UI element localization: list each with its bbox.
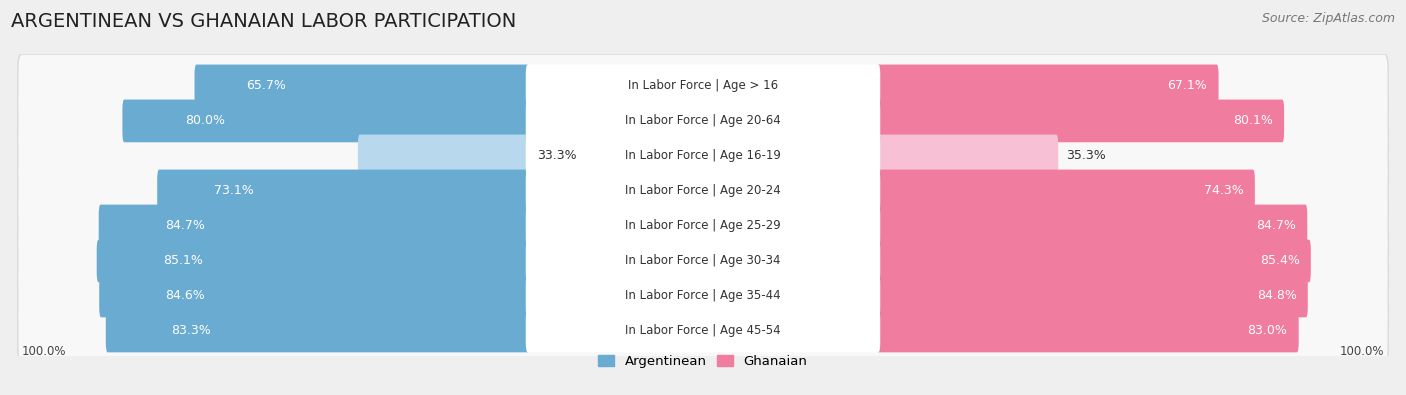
Legend: Argentinean, Ghanaian: Argentinean, Ghanaian: [593, 350, 813, 374]
FancyBboxPatch shape: [876, 135, 1059, 177]
Text: 74.3%: 74.3%: [1204, 184, 1243, 198]
Text: In Labor Force | Age 20-64: In Labor Force | Age 20-64: [626, 115, 780, 128]
FancyBboxPatch shape: [876, 64, 1219, 107]
FancyBboxPatch shape: [876, 275, 1308, 317]
FancyBboxPatch shape: [526, 135, 880, 177]
FancyBboxPatch shape: [876, 205, 1308, 247]
Text: 83.3%: 83.3%: [170, 324, 211, 337]
Text: 84.6%: 84.6%: [165, 290, 205, 303]
Text: Source: ZipAtlas.com: Source: ZipAtlas.com: [1261, 12, 1395, 25]
Text: 33.3%: 33.3%: [537, 149, 576, 162]
FancyBboxPatch shape: [17, 89, 1389, 153]
FancyBboxPatch shape: [526, 240, 880, 282]
FancyBboxPatch shape: [17, 264, 1389, 328]
Text: 84.7%: 84.7%: [1256, 220, 1296, 233]
Text: In Labor Force | Age 45-54: In Labor Force | Age 45-54: [626, 324, 780, 337]
Text: In Labor Force | Age 20-24: In Labor Force | Age 20-24: [626, 184, 780, 198]
FancyBboxPatch shape: [100, 275, 530, 317]
Text: 73.1%: 73.1%: [214, 184, 254, 198]
FancyBboxPatch shape: [17, 54, 1389, 118]
Text: 85.4%: 85.4%: [1260, 254, 1299, 267]
FancyBboxPatch shape: [526, 205, 880, 247]
FancyBboxPatch shape: [876, 100, 1284, 142]
Text: 80.1%: 80.1%: [1233, 115, 1272, 128]
FancyBboxPatch shape: [526, 100, 880, 142]
FancyBboxPatch shape: [105, 310, 530, 352]
FancyBboxPatch shape: [18, 55, 1388, 117]
FancyBboxPatch shape: [17, 124, 1389, 188]
FancyBboxPatch shape: [194, 64, 530, 107]
FancyBboxPatch shape: [876, 240, 1310, 282]
FancyBboxPatch shape: [18, 230, 1388, 292]
FancyBboxPatch shape: [18, 195, 1388, 257]
Text: 85.1%: 85.1%: [163, 254, 202, 267]
FancyBboxPatch shape: [97, 240, 530, 282]
Text: In Labor Force | Age 25-29: In Labor Force | Age 25-29: [626, 220, 780, 233]
FancyBboxPatch shape: [98, 205, 530, 247]
FancyBboxPatch shape: [17, 159, 1389, 223]
Text: In Labor Force | Age 35-44: In Labor Force | Age 35-44: [626, 290, 780, 303]
Text: 84.8%: 84.8%: [1257, 290, 1296, 303]
FancyBboxPatch shape: [17, 299, 1389, 363]
FancyBboxPatch shape: [526, 310, 880, 352]
Text: In Labor Force | Age 16-19: In Labor Force | Age 16-19: [626, 149, 780, 162]
FancyBboxPatch shape: [18, 300, 1388, 362]
FancyBboxPatch shape: [876, 169, 1254, 212]
Text: 67.1%: 67.1%: [1167, 79, 1208, 92]
FancyBboxPatch shape: [18, 265, 1388, 327]
Text: In Labor Force | Age > 16: In Labor Force | Age > 16: [628, 79, 778, 92]
FancyBboxPatch shape: [18, 160, 1388, 222]
Text: In Labor Force | Age 30-34: In Labor Force | Age 30-34: [626, 254, 780, 267]
FancyBboxPatch shape: [17, 194, 1389, 258]
Text: 100.0%: 100.0%: [21, 345, 66, 358]
FancyBboxPatch shape: [157, 169, 530, 212]
FancyBboxPatch shape: [359, 135, 530, 177]
FancyBboxPatch shape: [122, 100, 530, 142]
Text: 80.0%: 80.0%: [184, 115, 225, 128]
Text: 84.7%: 84.7%: [165, 220, 204, 233]
Text: 35.3%: 35.3%: [1066, 149, 1105, 162]
Text: ARGENTINEAN VS GHANAIAN LABOR PARTICIPATION: ARGENTINEAN VS GHANAIAN LABOR PARTICIPAT…: [11, 12, 516, 31]
FancyBboxPatch shape: [876, 310, 1299, 352]
Text: 100.0%: 100.0%: [1340, 345, 1385, 358]
Text: 65.7%: 65.7%: [246, 79, 285, 92]
FancyBboxPatch shape: [18, 90, 1388, 152]
FancyBboxPatch shape: [18, 125, 1388, 187]
FancyBboxPatch shape: [526, 275, 880, 317]
Text: 83.0%: 83.0%: [1247, 324, 1288, 337]
FancyBboxPatch shape: [526, 64, 880, 107]
FancyBboxPatch shape: [17, 229, 1389, 293]
FancyBboxPatch shape: [526, 169, 880, 212]
